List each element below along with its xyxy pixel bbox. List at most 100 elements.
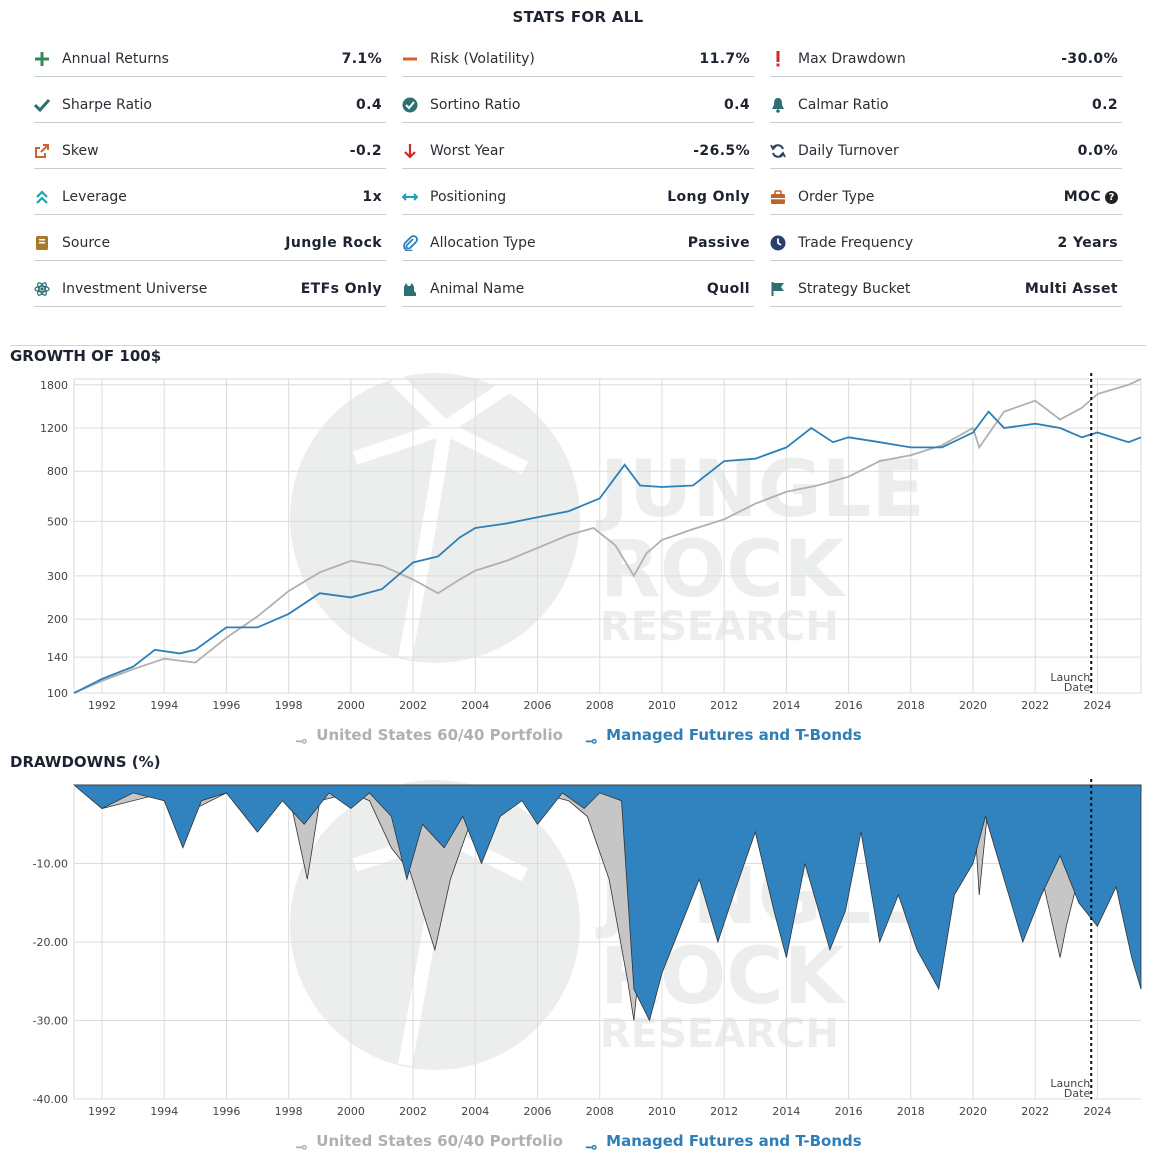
minus-icon xyxy=(403,49,424,69)
stat-value: 0.2 xyxy=(1091,97,1118,113)
legend-item-series-a[interactable]: ⊸ United States 60/40 Portfolio xyxy=(294,1132,563,1156)
x-tick-label: 2018 xyxy=(897,699,925,712)
book-icon xyxy=(36,233,56,253)
flag-icon xyxy=(771,279,792,299)
stat-label: Investment Universe xyxy=(62,281,208,297)
legend-item-series-b[interactable]: ⊸ Managed Futures and T-Bonds xyxy=(584,726,862,750)
drawdown-chart: JUNGLEROCKRESEARCH-10.00-20.00-30.00-40.… xyxy=(33,779,1142,1118)
watermark-text: ROCK xyxy=(600,525,847,615)
y-tick-label: -40.00 xyxy=(33,1093,68,1106)
x-tick-label: 2020 xyxy=(959,699,987,712)
launch-label: Launch xyxy=(1050,1077,1090,1090)
y-tick-label: -30.00 xyxy=(33,1015,68,1028)
chevrons-up-icon xyxy=(36,187,56,207)
section-divider xyxy=(10,345,1146,346)
x-tick-label: 2024 xyxy=(1083,1105,1111,1118)
stat-label: Allocation Type xyxy=(430,235,536,251)
y-tick-label: -20.00 xyxy=(33,936,68,949)
stat-value: -0.2 xyxy=(349,143,382,159)
legend-marker-blue: ⊸ xyxy=(584,731,598,750)
stat-trade-frequency: Trade Frequency 2 Years xyxy=(770,226,1122,261)
stat-skew: Skew -0.2 xyxy=(34,134,386,169)
stat-value: ETFs Only xyxy=(300,281,382,297)
stat-animal-name: Animal Name Quoll xyxy=(402,272,754,307)
arrows-horizontal-icon xyxy=(402,187,424,207)
stat-label: Annual Returns xyxy=(62,51,169,67)
stat-value: 0.4 xyxy=(355,97,382,113)
stat-label: Sortino Ratio xyxy=(430,97,521,113)
x-tick-label: 2004 xyxy=(461,699,489,712)
y-tick-label: 500 xyxy=(47,515,68,528)
stat-calmar-ratio: Calmar Ratio 0.2 xyxy=(770,88,1122,123)
x-tick-label: 2002 xyxy=(399,1105,427,1118)
x-tick-label: 2008 xyxy=(586,1105,614,1118)
x-tick-label: 2006 xyxy=(524,1105,552,1118)
stat-sharpe-ratio: Sharpe Ratio 0.4 xyxy=(34,88,386,123)
paperclip-icon xyxy=(403,233,424,253)
stat-value: Passive xyxy=(687,235,750,251)
stat-value: 7.1% xyxy=(341,51,382,67)
legend-marker-grey: ⊸ xyxy=(294,1137,308,1156)
stat-value: Multi Asset xyxy=(1024,281,1118,297)
growth-legend: ⊸ United States 60/40 Portfolio ⊸ Managed … xyxy=(0,726,1156,750)
y-tick-label: 200 xyxy=(47,613,68,626)
x-tick-label: 2024 xyxy=(1083,699,1111,712)
cat-icon xyxy=(404,279,424,299)
x-tick-label: 2010 xyxy=(648,1105,676,1118)
x-tick-label: 2022 xyxy=(1021,1105,1049,1118)
y-tick-label: 1200 xyxy=(40,422,68,435)
x-tick-label: 2014 xyxy=(772,699,800,712)
x-tick-label: 1996 xyxy=(212,699,240,712)
watermark-palm-icon xyxy=(352,373,529,660)
x-tick-label: 2012 xyxy=(710,699,738,712)
stat-leverage: Leverage 1x xyxy=(34,180,386,215)
stat-label: Max Drawdown xyxy=(798,51,906,67)
stat-label: Animal Name xyxy=(430,281,525,297)
legend-item-series-b[interactable]: ⊸ Managed Futures and T-Bonds xyxy=(584,1132,862,1156)
stat-label: Worst Year xyxy=(430,143,505,159)
help-icon[interactable]: ? xyxy=(1105,190,1118,204)
x-tick-label: 1994 xyxy=(150,699,178,712)
drawdown-chart-title: DRAWDOWNS (%) xyxy=(10,753,161,771)
clock-icon xyxy=(770,233,792,253)
stat-order-type: Order Type MOC? xyxy=(770,180,1122,215)
stat-label: Strategy Bucket xyxy=(798,281,911,297)
stat-value: -26.5% xyxy=(693,143,750,159)
stat-value: Long Only xyxy=(667,189,750,205)
series-line-us-60-40 xyxy=(73,378,1142,694)
stat-value: Quoll xyxy=(706,281,750,297)
check-icon xyxy=(34,95,56,115)
exclamation-icon xyxy=(772,49,792,69)
stat-positioning: Positioning Long Only xyxy=(402,180,754,215)
stat-label: Sharpe Ratio xyxy=(62,97,152,113)
stat-value: 0.0% xyxy=(1077,143,1118,159)
x-tick-label: 2014 xyxy=(772,1105,800,1118)
stat-value: -30.0% xyxy=(1061,51,1118,67)
x-tick-label: 2000 xyxy=(337,699,365,712)
stat-max-drawdown: Max Drawdown -30.0% xyxy=(770,42,1122,77)
stat-label: Positioning xyxy=(430,189,507,205)
refresh-icon xyxy=(770,141,792,161)
stat-label: Risk (Volatility) xyxy=(430,51,535,67)
x-tick-label: 2016 xyxy=(835,699,863,712)
watermark-logo-icon xyxy=(290,373,580,663)
watermark-text: RESEARCH xyxy=(600,604,839,650)
x-tick-label: 2020 xyxy=(959,1105,987,1118)
x-tick-label: 2022 xyxy=(1021,699,1049,712)
legend-marker-blue: ⊸ xyxy=(584,1137,598,1156)
stat-daily-turnover: Daily Turnover 0.0% xyxy=(770,134,1122,169)
launch-label: Date xyxy=(1064,1087,1091,1100)
legend-item-series-a[interactable]: ⊸ United States 60/40 Portfolio xyxy=(294,726,563,750)
watermark-text: JUNGLE xyxy=(595,445,925,535)
stat-label: Order Type xyxy=(798,189,875,205)
stats-title: STATS FOR ALL xyxy=(512,8,644,26)
legend-marker-grey: ⊸ xyxy=(294,731,308,750)
stat-value: 0.4 xyxy=(723,97,750,113)
plus-icon xyxy=(35,49,56,69)
x-tick-label: 1992 xyxy=(88,699,116,712)
x-tick-label: 2010 xyxy=(648,699,676,712)
stat-value: MOC xyxy=(1063,189,1101,205)
stat-annual-returns: Annual Returns 7.1% xyxy=(34,42,386,77)
external-link-icon xyxy=(35,141,56,161)
stat-value: 1x xyxy=(362,189,382,205)
